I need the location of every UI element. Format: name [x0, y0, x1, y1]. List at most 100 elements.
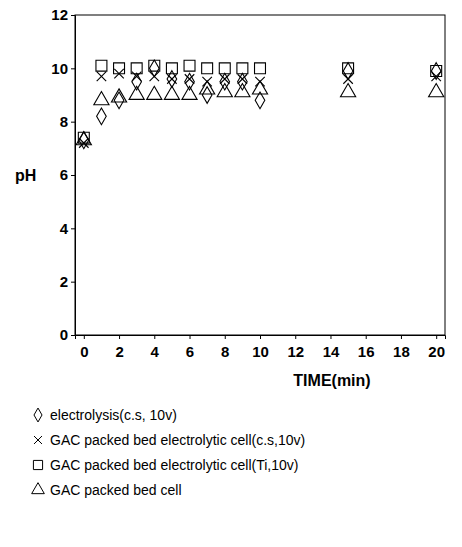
point — [150, 72, 159, 81]
legend-label: electrolysis(c.s, 10v) — [50, 407, 177, 423]
point — [255, 63, 266, 74]
point — [167, 74, 176, 83]
point — [182, 86, 197, 99]
point — [340, 84, 355, 97]
y-tick: 4 — [60, 220, 75, 237]
point — [76, 132, 91, 145]
x-tick-label: 2 — [115, 343, 123, 360]
point — [343, 63, 354, 74]
point — [114, 63, 125, 74]
y-tick-mark — [71, 175, 75, 176]
point — [149, 60, 159, 77]
point — [238, 73, 248, 90]
point — [200, 81, 215, 94]
point — [343, 63, 353, 80]
y-tick-mark — [71, 282, 75, 283]
y-tick-label: 8 — [60, 113, 68, 130]
point — [219, 63, 230, 74]
point — [429, 84, 444, 97]
point — [147, 86, 162, 99]
legend-marker — [32, 483, 45, 494]
x-tick-mark — [84, 335, 85, 339]
x-tick-label: 18 — [393, 343, 410, 360]
point — [202, 87, 212, 104]
point — [220, 74, 229, 83]
legend: electrolysis(c.s, 10v) GAC packed bed ele… — [32, 407, 306, 498]
series — [79, 69, 441, 148]
point — [164, 86, 179, 99]
legend-marker — [34, 408, 42, 422]
legend-label: GAC packed bed electrolytic cell(c.s,10v… — [50, 432, 305, 448]
x-tick-label: 4 — [151, 343, 160, 360]
x-tick-mark — [436, 335, 437, 339]
legend-marker — [33, 460, 42, 469]
point — [202, 63, 213, 74]
y-tick: 0 — [60, 326, 75, 343]
point — [217, 84, 232, 97]
y-axis-line — [71, 16, 76, 336]
series — [78, 60, 441, 143]
x-tick: 14 — [323, 335, 340, 360]
legend-item: electrolysis(c.s, 10v) — [34, 407, 177, 423]
marks — [76, 60, 444, 149]
x-tick-mark — [119, 335, 120, 339]
chart: 02468101214161820024681012pHTIME(min)ele… — [0, 0, 462, 547]
y-axis: 0 2 4 6 8 10 12 — [51, 6, 75, 343]
x-tick: 4 — [151, 335, 160, 360]
point — [96, 60, 107, 71]
y-tick: 12 — [51, 6, 75, 23]
x-tick-label: 14 — [323, 343, 340, 360]
point — [79, 132, 89, 149]
x-tick-label: 10 — [252, 343, 269, 360]
x-tick: 6 — [186, 335, 194, 360]
y-tick: 2 — [60, 273, 75, 290]
point — [94, 92, 109, 105]
x-tick: 20 — [428, 335, 445, 360]
x-tick-mark — [401, 335, 402, 339]
x-tick-mark — [225, 335, 226, 339]
x-tick-label: 6 — [186, 343, 194, 360]
y-tick: 8 — [60, 113, 75, 130]
y-tick-mark — [71, 68, 75, 69]
legend-item: GAC packed bed cell — [32, 482, 182, 498]
x-tick: 16 — [358, 335, 375, 360]
x-tick-label: 8 — [221, 343, 229, 360]
x-tick: 12 — [287, 335, 304, 360]
legend-item: GAC packed bed electrolytic cell(c.s,10v… — [34, 432, 305, 448]
point — [149, 60, 160, 71]
y-tick: 10 — [51, 60, 75, 77]
point — [238, 74, 247, 83]
y-tick-label: 6 — [60, 166, 68, 183]
x-tick-mark — [190, 335, 191, 339]
y-tick-mark — [71, 15, 75, 16]
x-axis-title: TIME(min) — [293, 372, 370, 389]
x-tick-mark — [260, 335, 261, 339]
point — [167, 71, 177, 88]
y-tick: 6 — [60, 166, 75, 183]
x-tick-label: 20 — [428, 343, 445, 360]
y-tick-label: 4 — [60, 220, 69, 237]
legend-label: GAC packed bed cell — [50, 482, 182, 498]
point — [237, 63, 248, 74]
x-tick-mark — [154, 335, 155, 339]
point — [97, 108, 107, 125]
x-tick-label: 12 — [287, 343, 304, 360]
legend-marker — [34, 436, 42, 444]
y-tick-label: 0 — [60, 326, 68, 343]
y-tick-label: 10 — [51, 60, 68, 77]
x-tick-mark — [366, 335, 367, 339]
point — [132, 72, 141, 81]
y-tick-mark — [71, 122, 75, 123]
point — [343, 74, 352, 83]
plot-frame — [75, 15, 445, 335]
x-tick: 10 — [252, 335, 269, 360]
y-tick-label: 2 — [60, 273, 68, 290]
legend-item: GAC packed bed electrolytic cell(Ti,10v) — [33, 457, 298, 473]
y-tick-mark — [71, 335, 75, 336]
point — [431, 66, 442, 77]
x-tick-label: 0 — [80, 343, 88, 360]
point — [111, 89, 126, 102]
series — [79, 60, 441, 149]
legend-label: GAC packed bed electrolytic cell(Ti,10v) — [50, 457, 298, 473]
x-tick-mark — [295, 335, 296, 339]
